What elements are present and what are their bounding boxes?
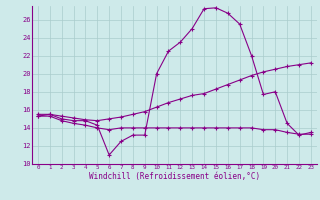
X-axis label: Windchill (Refroidissement éolien,°C): Windchill (Refroidissement éolien,°C): [89, 172, 260, 181]
